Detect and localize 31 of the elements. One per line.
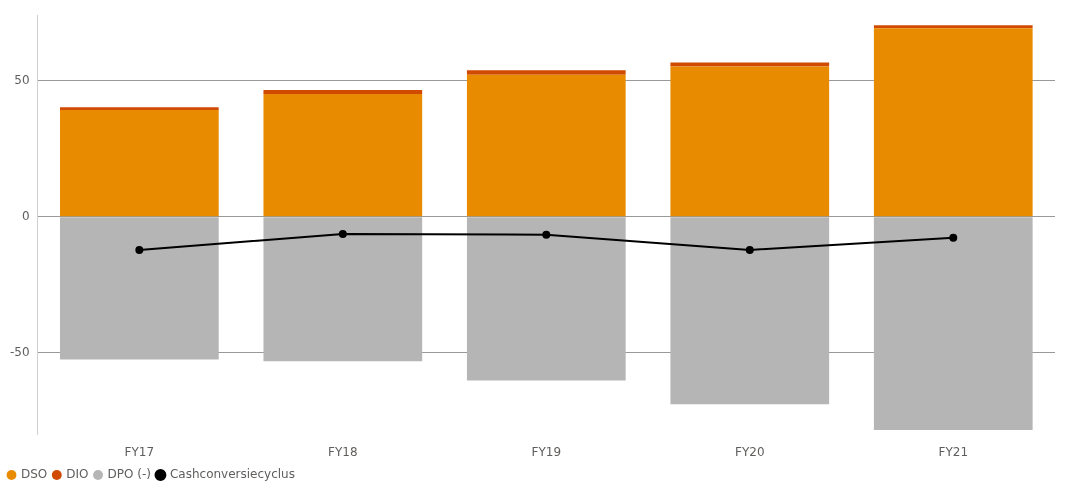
y-tick-label: 0 [21, 208, 30, 223]
bar [466, 74, 626, 217]
legend-label: DSO [21, 467, 48, 482]
bar [873, 217, 1033, 430]
bar [670, 66, 830, 217]
x-tick-label: FY18 [328, 444, 358, 459]
x-tick-label: FY20 [735, 444, 765, 459]
point [949, 233, 958, 242]
y-tick-label: 50 [14, 72, 30, 87]
x-tick-label: FY19 [531, 444, 562, 459]
bar [466, 217, 626, 381]
bar [263, 90, 423, 94]
point [135, 245, 144, 254]
point [745, 245, 754, 254]
legend-label: Cashconversiecyclus [169, 467, 295, 482]
bar [263, 93, 423, 217]
legend-label: DPO (-) [107, 467, 151, 482]
legend-label: DIO [66, 467, 89, 482]
bar [873, 25, 1033, 29]
point [542, 230, 551, 239]
bar [670, 217, 830, 405]
y-tick-label: -50 [9, 345, 30, 360]
bar [873, 28, 1033, 217]
bar [59, 217, 219, 360]
x-tick-label: FY17 [124, 444, 155, 459]
bar [59, 107, 219, 110]
point [338, 229, 347, 238]
x-tick-label: FY21 [938, 444, 969, 459]
bar [466, 70, 626, 75]
bar [59, 109, 219, 217]
bar [263, 217, 423, 362]
